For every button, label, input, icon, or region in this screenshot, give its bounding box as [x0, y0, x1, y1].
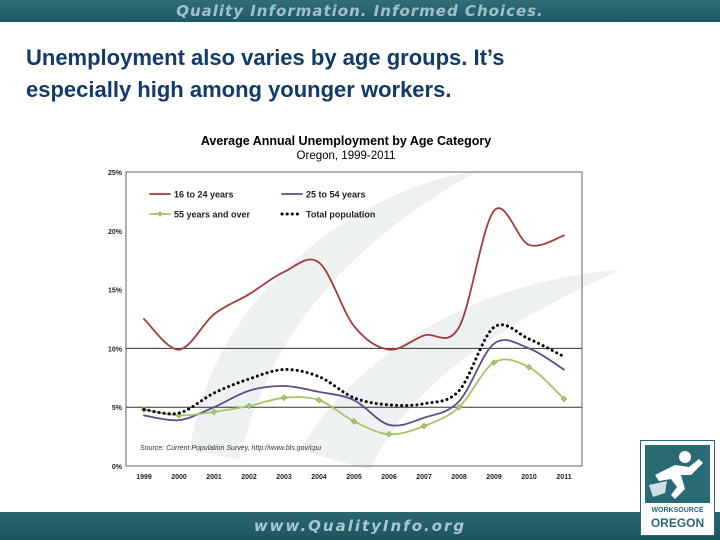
data-point-marker: [525, 363, 533, 371]
y-tick-label: 0%: [112, 464, 123, 471]
x-tick-label: 2006: [381, 474, 397, 481]
data-point-marker: [350, 417, 358, 425]
data-point-marker: [455, 403, 463, 411]
y-tick-label: 10%: [108, 346, 123, 353]
x-tick-label: 2004: [311, 474, 327, 481]
logo-text-line-2: OREGON: [650, 516, 705, 530]
plot-frame: [125, 171, 583, 467]
worksource-oregon-logo: WORKSOURCE OREGON: [640, 440, 715, 536]
x-tick-label: 2011: [556, 474, 571, 481]
data-point-marker: [420, 422, 428, 430]
runner-icon: [645, 445, 710, 503]
chart-title: Average Annual Unemployment by Age Categ…: [201, 134, 491, 148]
bottom-banner: www.QualityInfo.org: [0, 512, 720, 540]
data-point-marker: [280, 394, 288, 402]
x-tick-label: 2008: [451, 474, 467, 481]
x-tick-label: 2000: [171, 474, 187, 481]
x-tick-label: 2002: [241, 474, 257, 481]
legend-label: 25 to 54 years: [306, 190, 366, 200]
x-tick-label: 2009: [486, 474, 502, 481]
data-point-marker: [210, 408, 218, 416]
top-banner: Quality Information. Informed Choices.: [0, 0, 720, 22]
y-tick-label: 25%: [108, 170, 123, 177]
legend-label: 16 to 24 years: [174, 190, 234, 200]
x-tick-label: 2003: [276, 474, 292, 481]
unemployment-chart: Average Annual Unemployment by Age Categ…: [108, 134, 583, 481]
slide-title-line-2: especially high among younger workers.: [26, 77, 452, 102]
y-tick-label: 20%: [108, 229, 123, 236]
series-line-2: [143, 339, 565, 427]
legend-label: Total population: [306, 210, 375, 220]
y-tick-label: 15%: [108, 288, 123, 295]
legend-marker: [157, 211, 163, 217]
banner-tagline: Quality Information. Informed Choices.: [176, 2, 544, 20]
data-point-marker: [490, 359, 498, 366]
data-point-marker: [385, 430, 393, 438]
x-tick-label: 2007: [416, 474, 432, 481]
x-tick-label: 2005: [346, 474, 362, 481]
footer-url: www.QualityInfo.org: [253, 517, 467, 535]
slide-title-line-1: Unemployment also varies by age groups. …: [26, 45, 505, 70]
data-point-marker: [315, 396, 323, 404]
chart-source-note: Source: Current Population Survey, http:…: [140, 445, 321, 452]
series-line-4: [142, 323, 566, 416]
slide-title: Unemployment also varies by age groups. …: [26, 42, 686, 106]
y-tick-label: 5%: [112, 405, 123, 412]
series-line-1: [143, 207, 565, 351]
data-point-marker: [245, 402, 253, 410]
x-tick-label: 1999: [136, 474, 152, 481]
logo-text-line-1: WORKSOURCE: [651, 507, 704, 514]
x-tick-label: 2010: [521, 474, 537, 481]
data-point-marker: [560, 395, 568, 403]
x-tick-label: 2001: [206, 474, 222, 481]
legend-label: 55 years and over: [174, 210, 251, 220]
chart-subtitle: Oregon, 1999-2011: [297, 150, 396, 162]
